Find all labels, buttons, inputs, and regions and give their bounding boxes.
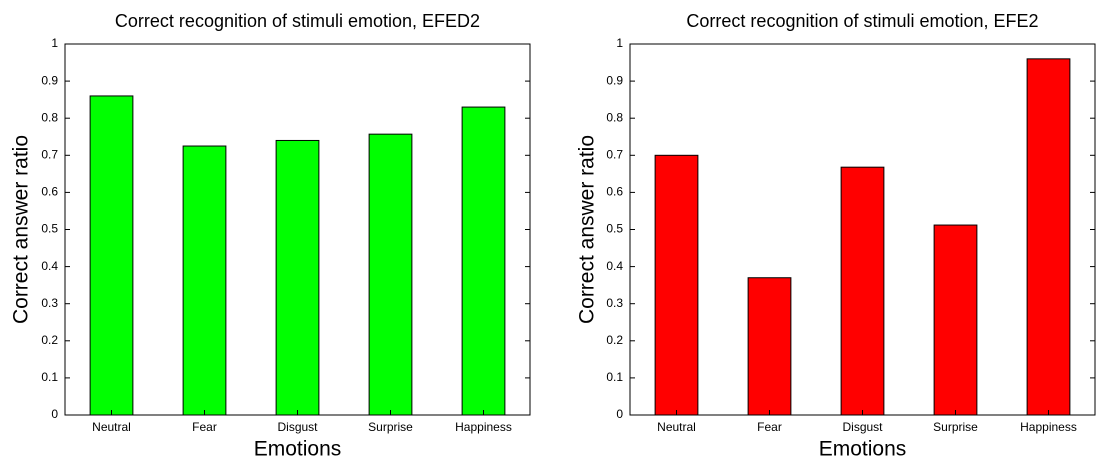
bar bbox=[275, 139, 320, 416]
y-tick-label: 0.5 bbox=[41, 222, 58, 236]
chart-title: Correct recognition of stimuli emotion, … bbox=[686, 11, 1038, 31]
y-tick-label: 0.1 bbox=[606, 370, 623, 384]
y-tick-label: 1 bbox=[616, 36, 623, 50]
y-tick-label: 0.2 bbox=[606, 333, 623, 347]
y-axis-label: Correct answer ratio bbox=[10, 135, 33, 324]
bar bbox=[654, 154, 699, 416]
y-tick-label: 0 bbox=[616, 407, 623, 421]
bar bbox=[461, 106, 506, 416]
y-tick-label: 0.6 bbox=[41, 185, 58, 199]
y-tick-label: 0.9 bbox=[41, 73, 58, 87]
y-tick-label: 0.2 bbox=[41, 333, 58, 347]
y-axis-label: Correct answer ratio bbox=[576, 135, 599, 324]
x-tick-label: Surprise bbox=[368, 420, 413, 434]
y-tick-label: 0.5 bbox=[606, 222, 623, 236]
y-tick-label: 0.1 bbox=[41, 370, 58, 384]
bar bbox=[747, 277, 792, 416]
x-tick-label: Surprise bbox=[933, 420, 978, 434]
bar bbox=[368, 133, 413, 416]
x-tick-label: Fear bbox=[757, 420, 782, 434]
bar bbox=[840, 166, 885, 416]
y-tick-label: 0 bbox=[51, 407, 58, 421]
y-tick-label: 0.7 bbox=[606, 147, 623, 161]
bar bbox=[933, 224, 978, 416]
y-tick-label: 0.7 bbox=[41, 147, 58, 161]
x-tick-label: Disgust bbox=[277, 420, 318, 434]
y-tick-label: 0.4 bbox=[606, 259, 623, 273]
bar bbox=[182, 145, 227, 416]
y-tick-label: 0.6 bbox=[606, 185, 623, 199]
x-axis-label: Emotions bbox=[819, 438, 907, 461]
y-tick-label: 0.4 bbox=[41, 259, 58, 273]
y-tick-label: 0.8 bbox=[606, 110, 623, 124]
y-tick-label: 0.9 bbox=[606, 73, 623, 87]
x-tick-label: Neutral bbox=[92, 420, 131, 434]
bar bbox=[1026, 58, 1071, 416]
x-tick-label: Neutral bbox=[657, 420, 696, 434]
chart-title: Correct recognition of stimuli emotion, … bbox=[115, 11, 480, 31]
x-tick-label: Disgust bbox=[842, 420, 883, 434]
y-tick-label: 1 bbox=[51, 36, 58, 50]
y-tick-label: 0.3 bbox=[41, 296, 58, 310]
x-tick-label: Happiness bbox=[1020, 420, 1077, 434]
x-axis-label: Emotions bbox=[254, 438, 342, 461]
y-tick-label: 0.8 bbox=[41, 110, 58, 124]
x-tick-label: Fear bbox=[192, 420, 217, 434]
y-tick-label: 0.3 bbox=[606, 296, 623, 310]
x-tick-label: Happiness bbox=[455, 420, 512, 434]
bar bbox=[89, 95, 134, 416]
